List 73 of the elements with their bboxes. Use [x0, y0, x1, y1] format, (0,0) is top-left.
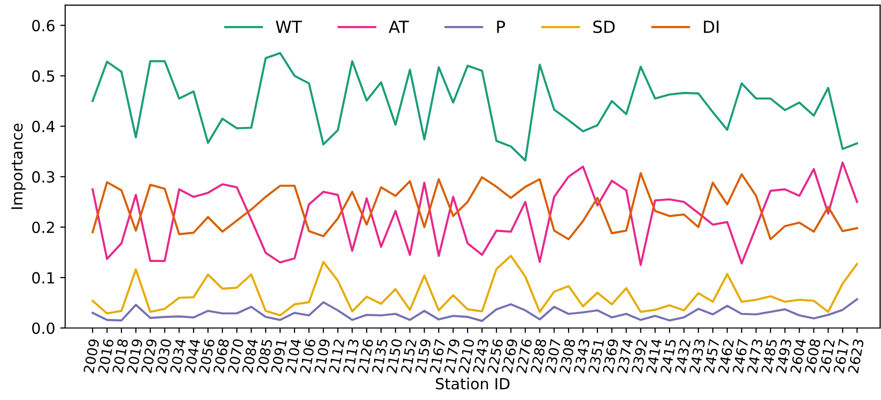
x-tick-label: 2113 [342, 338, 360, 374]
x-tick-label: 2112 [328, 339, 344, 374]
x-tick-label: 2604 [790, 338, 806, 374]
line-series [92, 298, 858, 322]
line-series [92, 162, 858, 266]
x-tick-label: 2374 [616, 338, 634, 374]
legend-label: SD [593, 20, 615, 34]
x-tick-label: 2243 [472, 338, 489, 374]
x-tick-label: 2493 [776, 338, 792, 374]
x-tick-label: 2433 [689, 338, 706, 374]
x-tick-label: 2612 [818, 339, 835, 374]
x-tick-label: 2104 [285, 338, 302, 374]
y-tick-label: 0.5 [32, 70, 54, 82]
x-tick-label: 2167 [429, 338, 446, 374]
x-tick-label: 2485 [761, 338, 778, 374]
x-tick-label: 2056 [198, 338, 215, 374]
y-tick-label: 0.4 [32, 120, 55, 132]
x-tick-label: 2269 [502, 338, 518, 374]
line-series [92, 172, 858, 240]
legend-label: AT [388, 20, 409, 33]
x-tick-label: 2068 [213, 338, 230, 374]
x-tick-label: 2473 [746, 338, 763, 374]
legend-label: P [497, 20, 506, 33]
x-tick-label: 2091 [270, 339, 287, 374]
x-tick-label: 2109 [314, 338, 330, 374]
x-tick-label: 2415 [660, 338, 676, 374]
x-tick-label: 2029 [141, 338, 158, 374]
x-tick-label: 2467 [732, 338, 748, 374]
x-tick-label: 2414 [646, 338, 662, 374]
y-axis-title: Importance [11, 124, 26, 209]
x-tick-label: 2462 [718, 339, 734, 374]
x-tick-label: 2256 [487, 338, 504, 374]
x-tick-label: 2159 [415, 338, 432, 374]
x-tick-label: 2307 [544, 338, 561, 374]
x-tick-label: 2210 [458, 338, 474, 374]
x-tick-label: 2392 [631, 339, 648, 374]
x-tick-label: 2135 [372, 338, 388, 374]
x-tick-label: 2617 [833, 338, 850, 374]
x-tick-label: 2369 [602, 338, 619, 374]
x-tick-label: 2623 [848, 338, 864, 374]
x-axis-title: Station ID [436, 378, 510, 390]
x-tick-label: 2179 [444, 338, 460, 374]
x-tick-label: 2070 [228, 338, 244, 374]
legend-label: WT [276, 20, 302, 33]
line-series [92, 254, 858, 316]
x-tick-label: 2152 [400, 339, 417, 374]
x-tick-label: 2034 [170, 338, 186, 374]
line-series [92, 52, 858, 162]
x-tick-label: 2308 [559, 338, 576, 374]
x-tick-label: 2150 [386, 338, 402, 374]
x-tick-label: 2016 [98, 338, 114, 374]
x-tick-label: 2009 [83, 338, 100, 374]
y-tick-label: 0.6 [32, 20, 55, 32]
x-tick-label: 2106 [300, 338, 316, 374]
x-tick-label: 2457 [704, 338, 720, 374]
y-tick-label: 0.0 [32, 322, 54, 334]
x-tick-label: 2351 [588, 339, 604, 374]
x-tick-label: 2018 [112, 338, 128, 374]
x-tick-label: 2019 [126, 338, 143, 374]
x-tick-label: 2276 [516, 338, 532, 374]
x-tick-label: 2126 [357, 338, 374, 374]
x-tick-label: 2343 [574, 338, 590, 374]
x-tick-label: 2044 [184, 338, 200, 374]
x-tick-label: 2288 [530, 338, 547, 374]
x-tick-label: 2608 [804, 338, 821, 374]
y-tick-label: 0.2 [32, 222, 54, 234]
y-tick-label: 0.1 [32, 272, 54, 284]
x-tick-label: 2085 [256, 338, 273, 374]
x-tick-label: 2432 [674, 339, 691, 374]
legend-label: DI [704, 20, 718, 33]
x-tick-label: 2030 [155, 338, 172, 374]
x-tick-label: 2084 [242, 338, 258, 374]
y-tick-label: 0.3 [32, 171, 54, 183]
